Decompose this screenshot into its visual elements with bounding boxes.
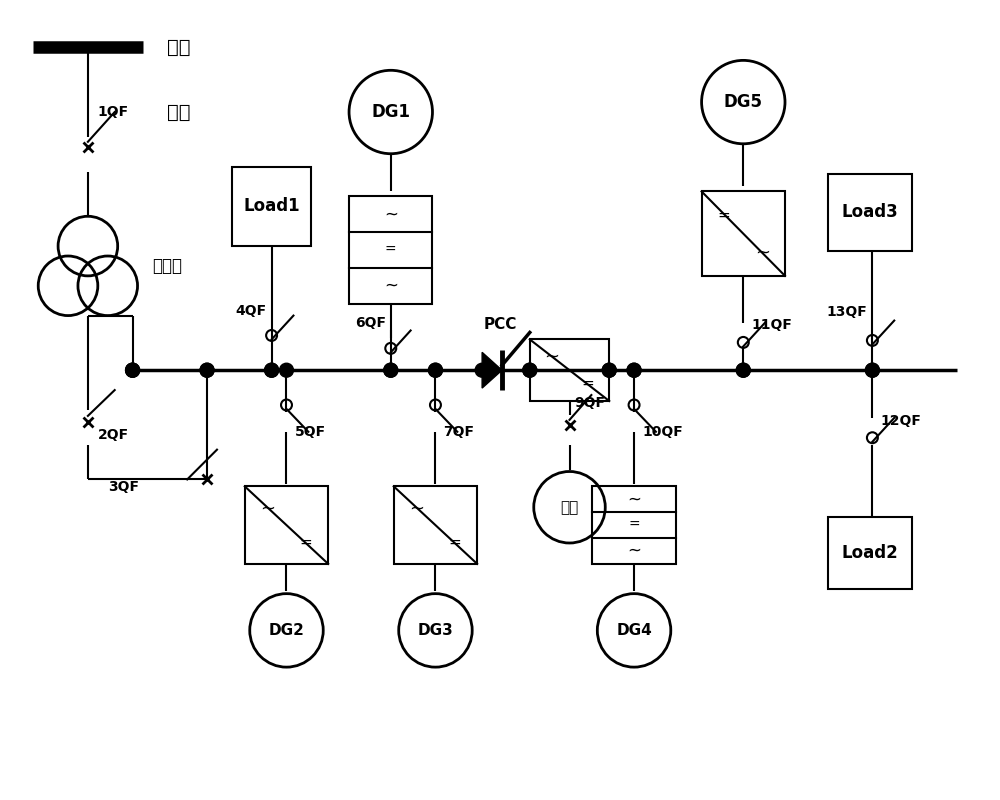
Circle shape xyxy=(428,363,442,377)
Text: 10QF: 10QF xyxy=(642,425,683,439)
Text: =: = xyxy=(299,534,312,550)
Circle shape xyxy=(475,363,489,377)
Circle shape xyxy=(280,363,293,377)
Text: =: = xyxy=(385,243,397,257)
Bar xyxy=(702,191,785,276)
Bar xyxy=(592,486,676,564)
Text: DG1: DG1 xyxy=(371,103,410,121)
Polygon shape xyxy=(482,352,502,388)
Text: 13QF: 13QF xyxy=(827,305,867,318)
Text: ~: ~ xyxy=(384,206,398,223)
Text: DG5: DG5 xyxy=(724,93,763,111)
Circle shape xyxy=(200,363,214,377)
Circle shape xyxy=(126,363,140,377)
Text: 1QF: 1QF xyxy=(98,105,129,119)
Text: 变压器: 变压器 xyxy=(152,257,182,275)
Text: 3QF: 3QF xyxy=(108,480,139,494)
Circle shape xyxy=(627,363,641,377)
Text: DG4: DG4 xyxy=(616,623,652,638)
Circle shape xyxy=(200,363,214,377)
Text: Load1: Load1 xyxy=(243,198,300,215)
Circle shape xyxy=(736,363,750,377)
Bar xyxy=(828,174,912,251)
Text: 6QF: 6QF xyxy=(355,317,386,330)
Text: ~: ~ xyxy=(260,499,275,517)
Bar xyxy=(394,486,477,564)
Text: =: = xyxy=(628,518,640,532)
Text: 4QF: 4QF xyxy=(236,303,267,318)
Circle shape xyxy=(265,363,279,377)
Circle shape xyxy=(865,363,879,377)
Text: =: = xyxy=(718,207,730,222)
Circle shape xyxy=(865,363,879,377)
Text: ~: ~ xyxy=(544,348,559,366)
Text: ~: ~ xyxy=(755,243,770,262)
Circle shape xyxy=(602,363,616,377)
Text: 11QF: 11QF xyxy=(751,318,792,333)
Circle shape xyxy=(523,363,537,377)
Bar xyxy=(349,197,432,304)
Text: ~: ~ xyxy=(409,499,424,517)
Text: Load3: Load3 xyxy=(842,203,898,222)
Text: ~: ~ xyxy=(627,542,641,560)
Text: DG3: DG3 xyxy=(418,623,453,638)
Circle shape xyxy=(384,363,398,377)
Text: ~: ~ xyxy=(384,277,398,294)
Text: DG2: DG2 xyxy=(269,623,304,638)
Bar xyxy=(828,517,912,589)
Circle shape xyxy=(428,363,442,377)
Circle shape xyxy=(627,363,641,377)
Text: Load2: Load2 xyxy=(842,544,898,562)
Text: 储能: 储能 xyxy=(560,500,579,514)
Text: 5QF: 5QF xyxy=(294,425,326,439)
Text: 主网: 主网 xyxy=(167,102,191,122)
Circle shape xyxy=(602,363,616,377)
Text: 9QF: 9QF xyxy=(574,396,605,410)
Circle shape xyxy=(265,363,279,377)
Text: =: = xyxy=(581,376,594,391)
Text: =: = xyxy=(448,534,461,550)
Bar xyxy=(245,486,328,564)
Text: 7QF: 7QF xyxy=(443,425,474,439)
Circle shape xyxy=(736,363,750,377)
Bar xyxy=(530,339,609,401)
Text: 12QF: 12QF xyxy=(880,414,921,428)
Text: PCC: PCC xyxy=(483,318,517,333)
Bar xyxy=(232,166,311,246)
Text: 母线: 母线 xyxy=(167,38,191,57)
Text: 2QF: 2QF xyxy=(98,428,129,442)
Circle shape xyxy=(384,363,398,377)
Circle shape xyxy=(523,363,537,377)
Text: ~: ~ xyxy=(627,490,641,508)
Circle shape xyxy=(126,363,140,377)
Circle shape xyxy=(126,363,140,377)
